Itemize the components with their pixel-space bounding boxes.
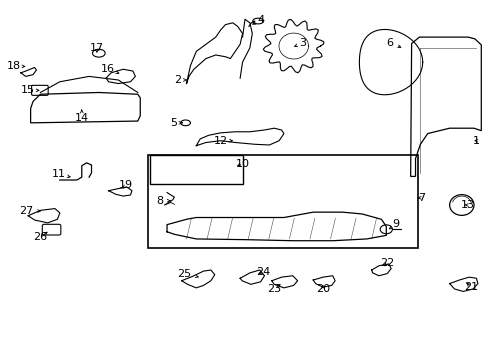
Text: 12: 12	[214, 136, 232, 146]
Text: 22: 22	[380, 258, 394, 268]
Text: 23: 23	[267, 284, 281, 294]
Text: 18: 18	[6, 62, 25, 71]
Bar	[147, 155, 418, 248]
Text: 2: 2	[174, 75, 187, 85]
Text: 17: 17	[90, 43, 104, 53]
Bar	[150, 155, 243, 184]
Text: 25: 25	[177, 269, 198, 279]
Text: 5: 5	[170, 118, 182, 128]
Text: 14: 14	[74, 110, 89, 123]
Text: 16: 16	[100, 64, 119, 74]
Text: 11: 11	[52, 169, 70, 179]
Text: 13: 13	[461, 200, 475, 210]
Text: 26: 26	[33, 232, 48, 242]
Text: 21: 21	[464, 282, 478, 292]
Text: 3: 3	[294, 38, 306, 48]
Text: 24: 24	[256, 267, 270, 277]
Text: 19: 19	[119, 180, 133, 190]
Text: 20: 20	[316, 284, 330, 294]
Text: 8: 8	[157, 196, 170, 206]
Text: 10: 10	[236, 158, 250, 168]
Text: 1: 1	[473, 136, 480, 146]
Text: 7: 7	[418, 193, 425, 203]
Text: 9: 9	[390, 219, 400, 229]
Text: 6: 6	[386, 38, 401, 48]
Text: 27: 27	[20, 206, 40, 216]
Text: 4: 4	[253, 15, 264, 25]
Text: 15: 15	[21, 85, 39, 95]
